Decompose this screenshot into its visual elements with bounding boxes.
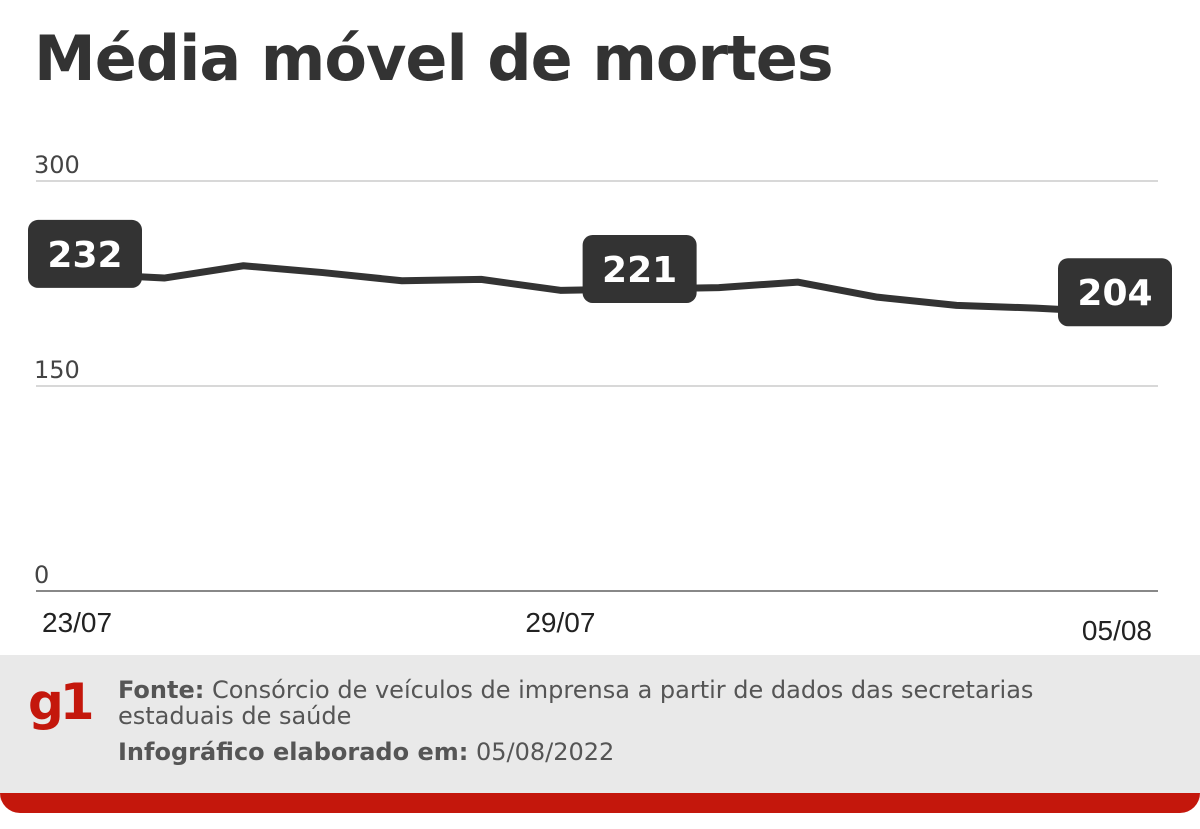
x-tick-label: 23/07 [42, 607, 112, 638]
data-label: 204 [1077, 273, 1152, 314]
chart-title: Média móvel de mortes [34, 22, 834, 95]
g1-logo: g1 [28, 673, 95, 731]
date-label: Infográfico elaborado em: [118, 738, 469, 766]
x-tick-label: 05/08 [1082, 615, 1152, 646]
y-tick-label: 300 [34, 151, 80, 179]
footer: g1 Fonte: Consórcio de veículos de impre… [0, 655, 1200, 800]
data-label-box [582, 234, 697, 303]
line-chart: 0 150 300 23/07 29/07 05/08 232 221 204 [28, 151, 1172, 646]
data-label: 221 [602, 250, 677, 291]
data-label: 232 [47, 235, 122, 276]
date-text: 05/08/2022 [475, 738, 615, 766]
y-tick-label: 0 [34, 561, 49, 589]
source-note: Fonte: Consórcio de veículos de imprensa… [118, 677, 1118, 729]
y-tick-label: 150 [34, 356, 80, 384]
x-tick-label: 29/07 [525, 607, 595, 638]
date-note: Infográfico elaborado em: 05/08/2022 [118, 739, 1118, 765]
footer-red-bar [0, 793, 1200, 813]
source-label: Fonte: [118, 676, 205, 704]
data-label-box [28, 219, 142, 288]
source-text: Consórcio de veículos de imprensa a part… [118, 676, 1034, 730]
data-label-box [1058, 258, 1172, 327]
